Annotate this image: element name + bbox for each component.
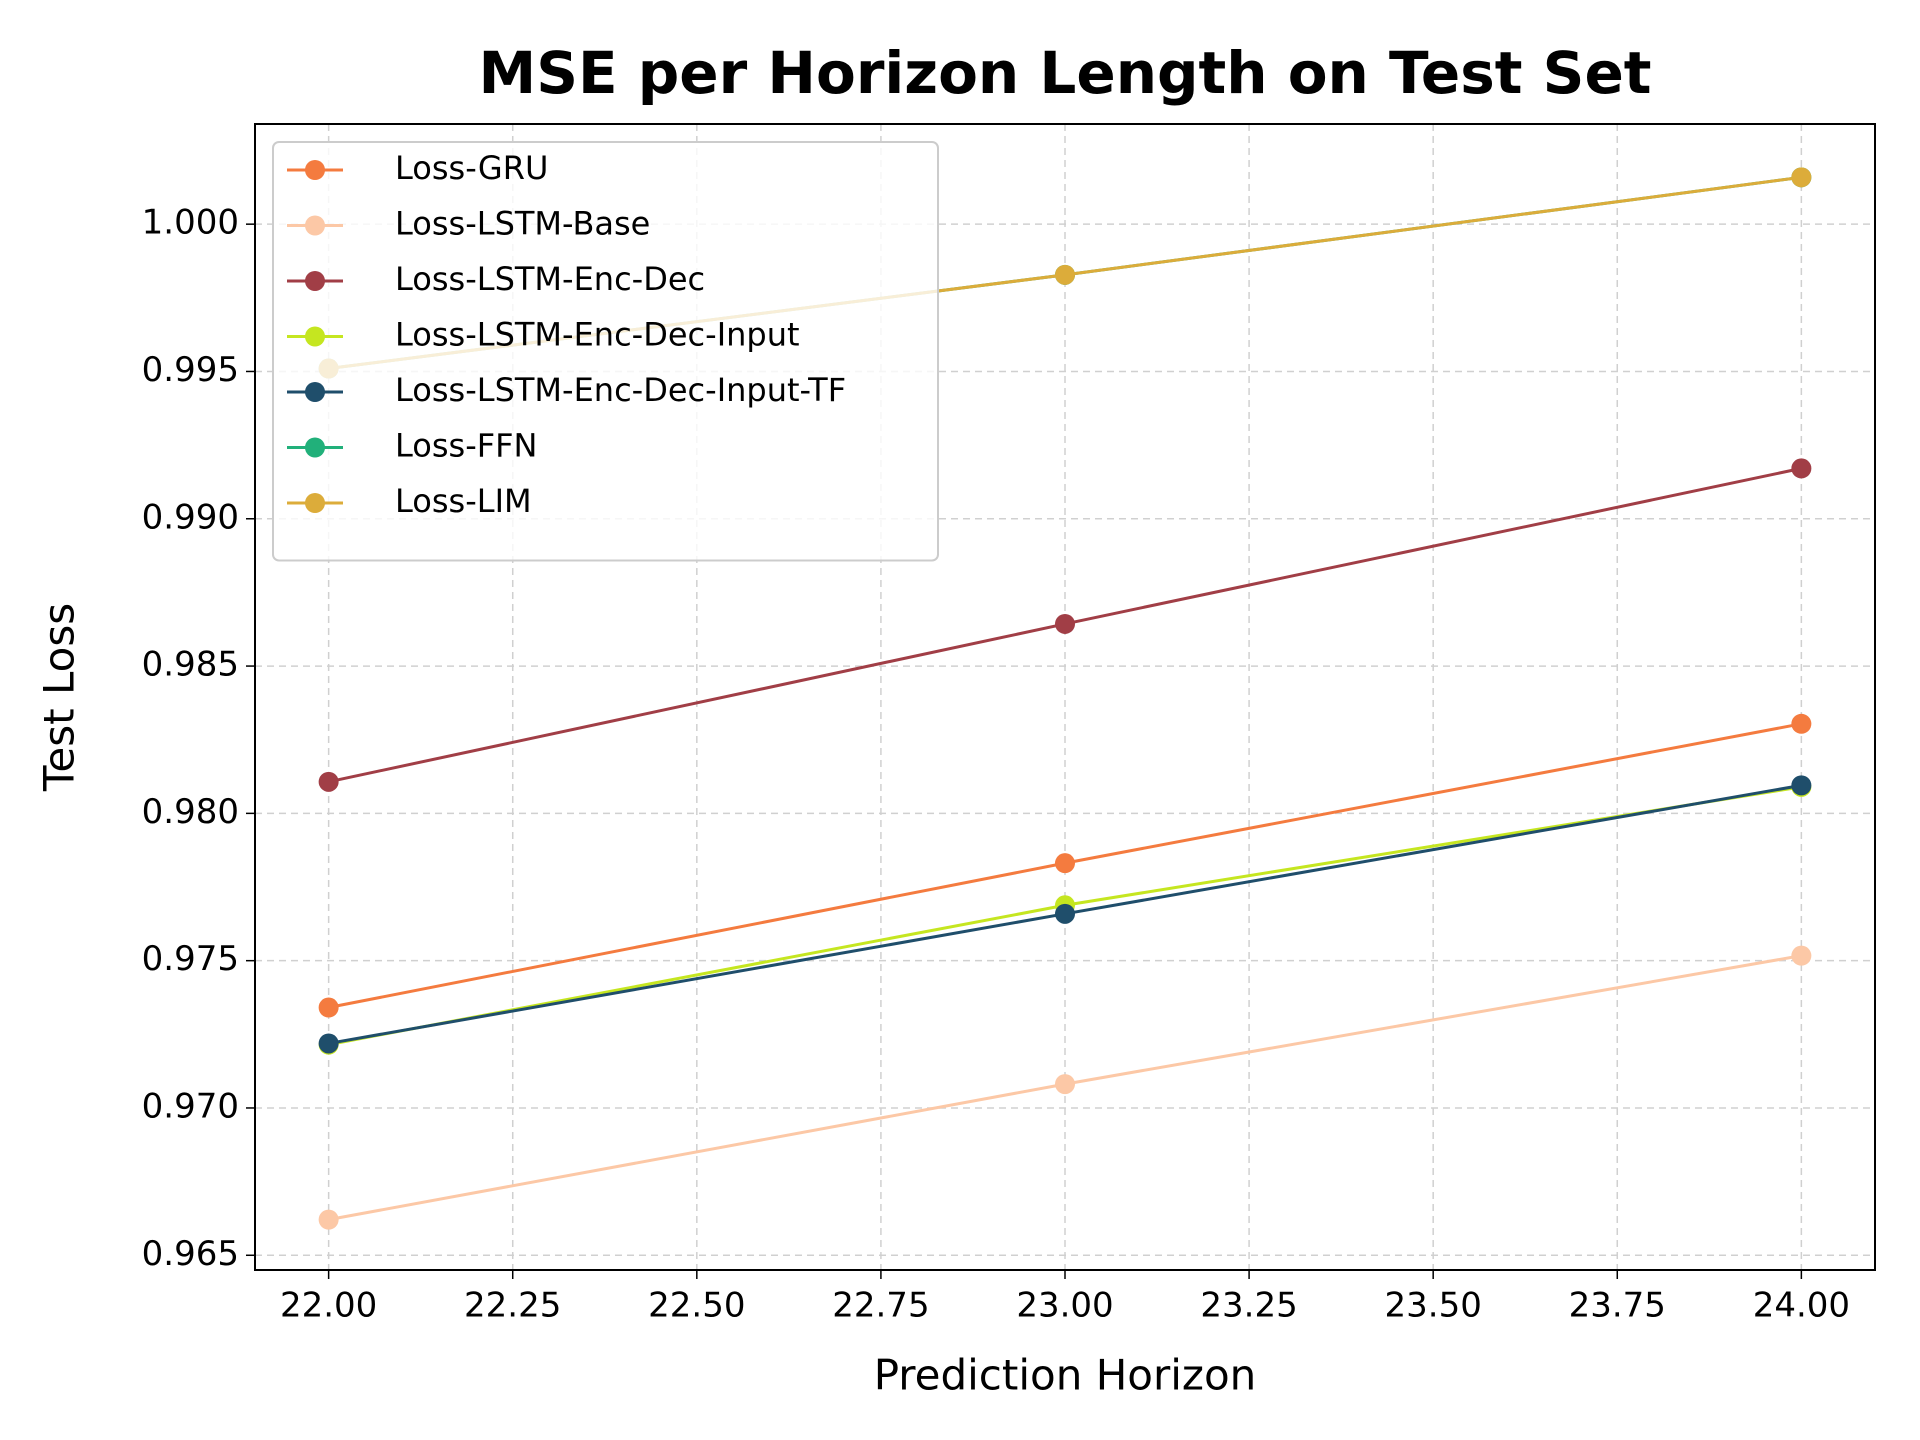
- x-tick-label: 22.00: [280, 1286, 377, 1326]
- x-tick-label: 22.25: [464, 1286, 561, 1326]
- data-point: [318, 1033, 339, 1054]
- data-point: [1055, 613, 1075, 634]
- data-point: [1055, 903, 1075, 924]
- legend-label: Loss-LSTM-Base: [395, 205, 650, 243]
- data-point: [1791, 713, 1812, 734]
- legend: Loss-GRU Loss-LSTM-Base Loss-LSTM-Enc-Dec L…: [272, 141, 939, 562]
- data-point: [1791, 458, 1812, 479]
- data-point: [318, 1209, 339, 1230]
- x-axis-label: Prediction Horizon: [874, 1351, 1257, 1400]
- legend-label: Loss-LSTM-Enc-Dec-Input: [395, 316, 800, 354]
- legend-box: [272, 141, 939, 562]
- data-point: [1055, 1074, 1075, 1095]
- data-point: [1055, 264, 1075, 285]
- y-tick-label: 0.995: [142, 350, 239, 390]
- x-tick-label: 23.50: [1385, 1286, 1482, 1326]
- x-tick-label: 23.25: [1200, 1286, 1297, 1326]
- x-tick-label: 22.75: [832, 1286, 929, 1326]
- x-tick-label: 24.00: [1753, 1286, 1850, 1326]
- legend-marker: [305, 215, 325, 236]
- y-axis-label: Test Loss: [35, 603, 84, 792]
- data-point: [1791, 775, 1812, 796]
- legend-marker: [305, 382, 325, 402]
- y-tick-label: 0.985: [142, 645, 239, 685]
- x-tick-label: 23.00: [1016, 1286, 1113, 1326]
- legend-label: Loss-GRU: [395, 149, 548, 187]
- legend-label: Loss-FFN: [395, 427, 537, 465]
- y-tick-label: 1.000: [142, 203, 239, 243]
- legend-label: Loss-LSTM-Enc-Dec: [395, 260, 705, 298]
- legend-label: Loss-LSTM-Enc-Dec-Input-TF: [395, 371, 846, 409]
- data-point: [1791, 167, 1812, 188]
- legend-marker: [305, 326, 325, 347]
- data-point: [318, 771, 339, 792]
- legend-marker: [305, 271, 325, 291]
- chart-title: MSE per Horizon Length on Test Set: [478, 39, 1651, 107]
- x-tick-label: 23.75: [1569, 1286, 1666, 1326]
- y-tick-label: 0.990: [142, 497, 239, 537]
- data-point: [1055, 853, 1075, 874]
- y-tick-label: 0.965: [142, 1234, 239, 1274]
- legend-marker: [305, 437, 325, 458]
- data-point: [1791, 945, 1812, 966]
- plot-frame: [254, 123, 1876, 1271]
- x-tick-label: 22.50: [648, 1286, 745, 1326]
- data-point: [318, 997, 339, 1018]
- legend-marker: [305, 493, 325, 513]
- y-tick-label: 0.980: [142, 792, 239, 832]
- legend-label: Loss-LIM: [395, 482, 532, 520]
- y-tick-label: 0.975: [142, 939, 239, 979]
- y-tick-label: 0.970: [142, 1086, 239, 1126]
- legend-marker: [305, 160, 325, 180]
